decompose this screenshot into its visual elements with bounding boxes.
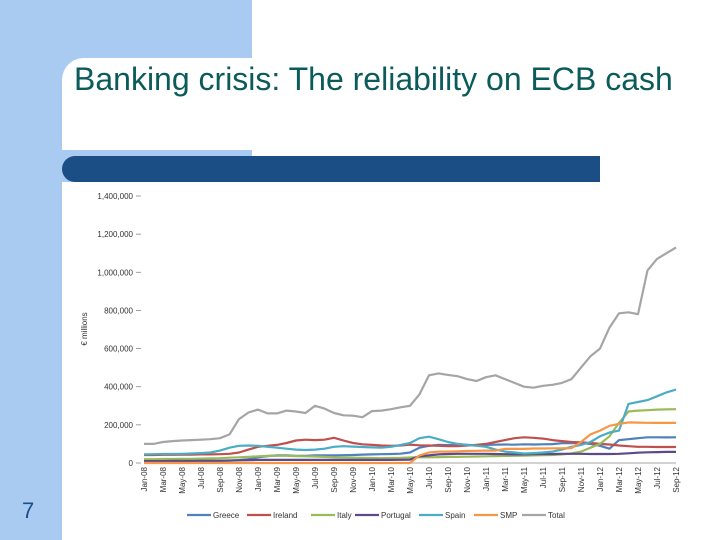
title-bar — [62, 156, 600, 182]
x-tick-label: Mar-08 — [159, 466, 168, 492]
x-tick-label: Jul-12 — [653, 466, 662, 488]
x-tick-label: Sep-08 — [216, 466, 225, 492]
x-tick-label: Mar-09 — [273, 466, 282, 492]
x-tick-label: Jan-11 — [482, 466, 491, 490]
x-tick-label: Jan-09 — [254, 466, 263, 491]
x-tick-label: Sep-09 — [330, 466, 339, 492]
series-line-total — [144, 246, 677, 445]
y-tick-label: 0 — [129, 459, 134, 468]
x-tick-label: May-12 — [634, 466, 643, 493]
slide-title: Banking crisis: The reliability on ECB c… — [74, 61, 673, 97]
x-tick-label: May-09 — [292, 466, 301, 493]
x-tick-label: Sep-10 — [444, 466, 453, 492]
y-tick-label: 200,000 — [104, 421, 133, 430]
x-tick-label: Sep-12 — [672, 466, 681, 492]
x-tick-label: Jan-10 — [368, 466, 377, 491]
x-tick-label: Jul-09 — [311, 466, 320, 488]
x-tick-label: Jul-11 — [539, 466, 548, 488]
x-tick-label: Jul-08 — [197, 466, 206, 488]
y-tick-label: 1,200,000 — [97, 230, 133, 239]
legend-label: Spain — [445, 511, 465, 520]
x-tick-label: Sep-11 — [558, 466, 567, 492]
legend-label: Total — [548, 511, 565, 520]
chart-panel — [62, 182, 720, 540]
x-tick-label: Jan-12 — [596, 466, 605, 491]
legend-label: SMP — [500, 511, 517, 520]
x-tick-label: Mar-11 — [501, 466, 510, 491]
series-line-portugal — [144, 450, 676, 463]
slide-number: 7 — [22, 498, 35, 523]
legend-label: Ireland — [273, 511, 297, 520]
x-tick-label: Nov-09 — [349, 466, 358, 492]
x-tick-label: Nov-11 — [577, 466, 586, 492]
y-tick-label: 1,000,000 — [97, 268, 133, 277]
series-line-smp — [144, 421, 676, 465]
legend-label: Italy — [337, 511, 352, 520]
x-tick-label: Jan-08 — [140, 466, 149, 491]
x-tick-label: Mar-10 — [387, 466, 396, 492]
x-tick-label: May-11 — [520, 466, 529, 493]
legend-label: Greece — [213, 511, 240, 520]
y-tick-label: 600,000 — [104, 345, 133, 354]
series-line-spain — [143, 388, 677, 456]
x-tick-label: Nov-08 — [235, 466, 244, 492]
title-panel — [62, 58, 720, 150]
y-axis-label: € millions — [80, 312, 89, 345]
x-tick-label: Nov-10 — [463, 466, 472, 492]
x-tick-label: May-10 — [406, 466, 415, 493]
y-tick-label: 800,000 — [104, 306, 133, 315]
x-tick-label: Mar-12 — [615, 466, 624, 492]
legend-label: Portugal — [381, 511, 411, 520]
y-tick-label: 1,400,000 — [97, 192, 133, 201]
x-tick-label: May-08 — [178, 466, 187, 493]
series-line-italy — [144, 408, 677, 461]
x-tick-label: Jul-10 — [425, 466, 434, 488]
y-tick-label: 400,000 — [104, 383, 133, 392]
